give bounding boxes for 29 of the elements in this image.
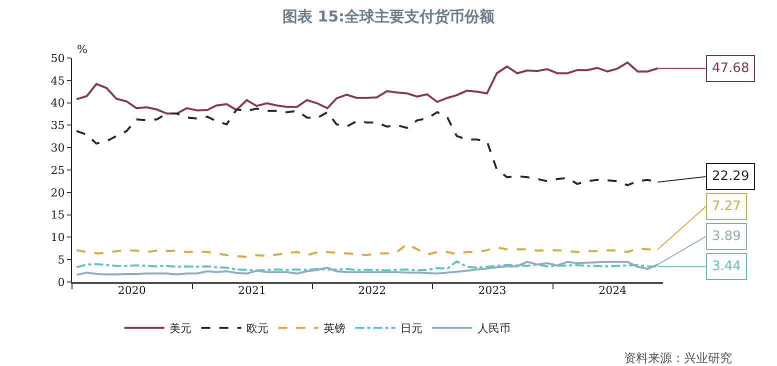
- x-tick-label: 2023: [478, 284, 506, 297]
- legend-label: 日元: [400, 322, 422, 336]
- y-tick-label: 25: [50, 164, 65, 177]
- data-label: 7.27: [712, 199, 741, 214]
- data-label: 3.89: [712, 229, 741, 244]
- legend-label: 欧元: [246, 322, 268, 336]
- data-label: 47.68: [712, 61, 750, 76]
- chart-title: 图表 15:全球主要支付货币份额: [282, 7, 496, 26]
- y-tick-label: 45: [50, 74, 65, 88]
- text: 资料来源：兴业研究: [624, 351, 732, 365]
- y-tick-label: 0: [58, 276, 65, 289]
- data-label: 3.44: [712, 259, 741, 274]
- y-tick-label: 30: [50, 141, 65, 154]
- legend-label: 英镑: [323, 322, 346, 336]
- y-axis-title: %: [77, 43, 88, 56]
- data-label: 22.29: [712, 169, 750, 184]
- y-tick-label: 40: [50, 96, 65, 110]
- y-tick-label: 15: [50, 208, 65, 222]
- legend-label: 人民币: [477, 322, 510, 336]
- y-tick-label: 50: [50, 52, 65, 65]
- legend-label: 美元: [169, 322, 192, 336]
- x-tick-label: 2022: [358, 284, 386, 297]
- y-tick-label: 20: [50, 186, 65, 200]
- x-tick-label: 2020: [118, 284, 146, 297]
- x-tick-label: 2021: [238, 284, 266, 297]
- x-tick-label: 2024: [598, 284, 627, 297]
- y-tick-label: 5: [58, 253, 65, 266]
- y-tick-label: 10: [50, 231, 65, 244]
- y-tick-label: 35: [50, 119, 65, 132]
